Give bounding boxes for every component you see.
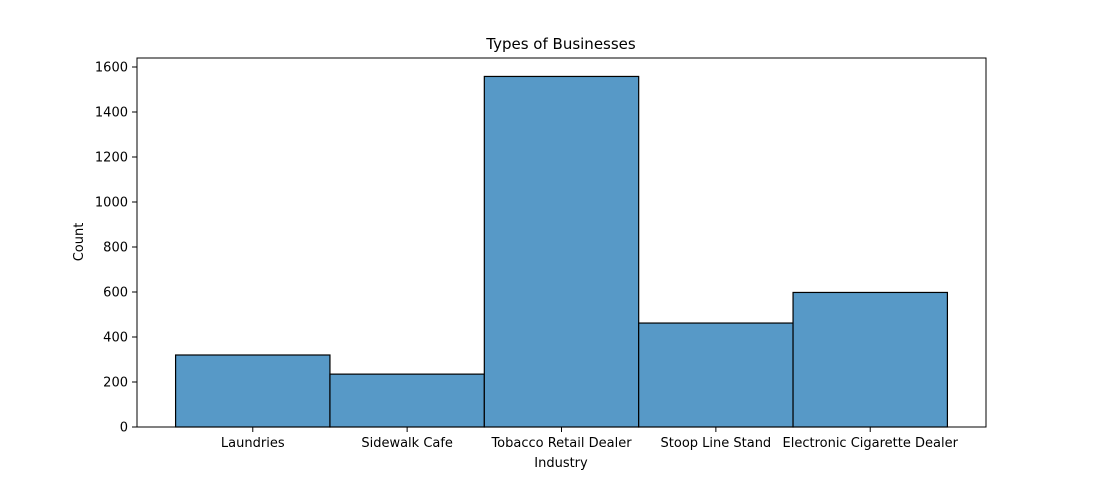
x-tick-label: Tobacco Retail Dealer <box>490 436 632 451</box>
y-tick-label: 0 <box>120 421 128 436</box>
y-tick-label: 200 <box>103 376 128 391</box>
x-tick-label: Electronic Cigarette Dealer <box>783 436 959 451</box>
x-tick-label: Laundries <box>221 436 285 451</box>
bar <box>638 322 794 428</box>
chart-title: Types of Businesses <box>485 35 636 53</box>
y-tick-label: 1200 <box>95 151 128 166</box>
bar <box>792 291 949 428</box>
plot-area: 0 200 400 600 800 1000 1200 1400 1600 Laundries Si… <box>95 57 987 451</box>
y-tick-label: 600 <box>103 286 128 301</box>
y-tick-label: 1600 <box>95 61 128 76</box>
bar <box>329 373 485 428</box>
y-tick-label: 1400 <box>95 106 128 121</box>
x-tick-label: Stoop Line Stand <box>661 436 772 451</box>
y-tick-label: 1000 <box>95 196 128 211</box>
y-tick-label: 800 <box>103 241 128 256</box>
bar <box>174 354 331 428</box>
bar <box>483 75 640 428</box>
x-axis-label: Industry <box>534 456 588 471</box>
y-tick-label: 400 <box>103 331 128 346</box>
x-tick-label: Sidewalk Cafe <box>361 436 453 451</box>
y-axis-label: Count <box>72 223 87 262</box>
